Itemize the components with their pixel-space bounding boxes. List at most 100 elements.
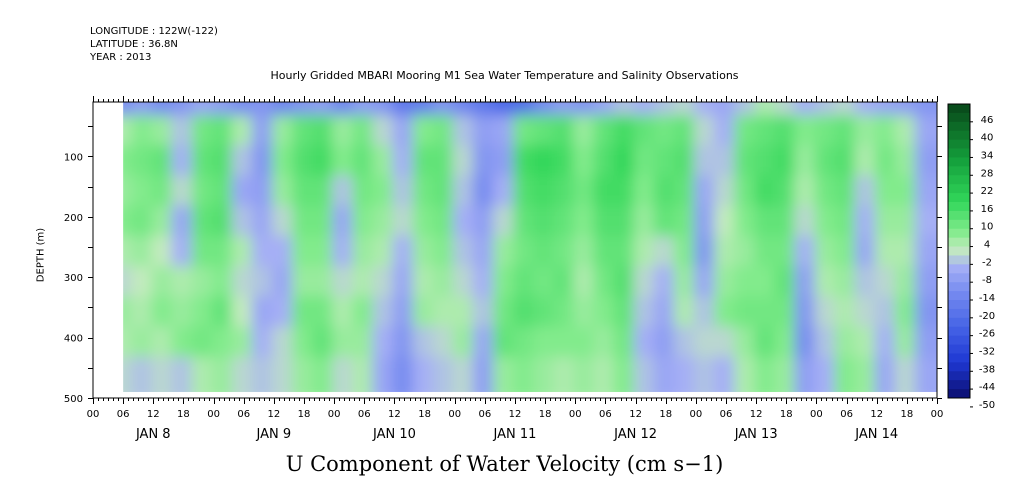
colorbar-bin [948,175,970,185]
colorbar-label: 22 [981,186,994,197]
colorbar-label: -2 [982,257,992,268]
colorbar-bin [948,121,970,132]
y-tick-label: 500 [64,394,83,405]
colorbar-bin [948,112,970,123]
colorbar-bin [948,210,970,221]
colorbar-bin [948,291,970,301]
colorbar-bin [948,273,970,283]
velocity-field-cells [123,102,937,392]
latitude-label: LATITUDE : 36.8N [90,39,178,50]
x-tick-label: 00 [931,409,944,420]
colorbar-label: 16 [981,204,994,215]
colorbar-bin [948,353,970,363]
colorbar-bin [948,335,970,345]
year-label: YEAR : 2013 [90,52,152,63]
x-tick-label: 06 [478,409,491,420]
colorbar-bin [948,317,970,328]
x-tick-label: 00 [448,409,461,420]
colorbar-label: -50 [979,400,995,411]
colorbar-bin [948,246,970,256]
colorbar-bin [948,130,970,141]
colorbar-bin [948,362,970,372]
x-day-label: JAN 8 [135,427,171,442]
colorbar-bin [948,148,970,158]
y-tick-label: 400 [64,334,83,345]
colorbar-bin [948,300,970,310]
chart-title: Hourly Gridded MBARI Mooring M1 Sea Wate… [270,69,739,82]
x-tick-label: 06 [117,409,130,420]
x-tick-label: 18 [539,409,552,420]
y-tick-label: 200 [64,213,83,224]
x-tick-label: 18 [659,409,672,420]
longitude-label: LONGITUDE : 122W(-122) [90,26,218,37]
colorbar-bin [948,326,970,337]
x-tick-label: 06 [599,409,612,420]
x-tick-label: 06 [720,409,733,420]
x-tick-label: 12 [388,409,401,420]
x-tick-label: 06 [840,409,853,420]
x-day-label: JAN 12 [613,427,657,442]
colorbar-bin [948,184,970,194]
x-day-label: JAN 10 [372,427,416,442]
x-day-label: JAN 11 [493,427,537,442]
colorbar-bin [948,264,970,274]
colorbar-bin [948,380,970,390]
colorbar-label: 34 [981,150,994,161]
colorbar-bin [948,139,970,149]
colorbar-bin [948,255,970,265]
x-tick-label: 00 [87,409,100,420]
colorbar-label: -38 [979,364,995,375]
colorbar-label: -32 [979,346,995,357]
x-day-label: JAN 13 [734,427,778,442]
x-tick-label: 18 [177,409,190,420]
colorbar-label: 40 [981,133,994,144]
colorbar: 46 40 34 28 22 16 10 4 -2 -8 -14 -20 -26 -32 -38 -44 -50 [947,103,995,411]
x-tick-label: 18 [780,409,793,420]
colorbar-label: -8 [982,275,992,286]
colorbar-label: -44 [979,382,995,393]
x-tick-label: 18 [900,409,913,420]
colorbar-bin [948,344,970,354]
x-tick-label: 12 [147,409,160,420]
x-tick-label: 12 [870,409,883,420]
colorbar-frame [947,103,971,399]
y-tick-label: 300 [64,273,83,284]
plot-axes: 00 06 12 18 00 06 12 18 00 06 12 18 00 06 12 18 00 06 12 18… [64,96,943,442]
colorbar-label: -14 [979,293,995,304]
field-cell [914,356,937,392]
x-tick-label: 18 [298,409,311,420]
x-tick-label: 12 [267,409,280,420]
colorbar-bin [948,371,970,381]
x-day-label: JAN 9 [256,427,292,442]
colorbar-bin [948,219,970,230]
x-tick-label: 12 [629,409,642,420]
x-tick-label: 00 [207,409,220,420]
colorbar-bin [948,202,970,212]
x-tick-label: 18 [418,409,431,420]
colorbar-bin [948,157,970,167]
x-tick-label: 00 [810,409,823,420]
colorbar-label: 4 [984,240,990,251]
x-tick-label: 00 [569,409,582,420]
colorbar-label: -26 [979,329,995,340]
x-tick-label: 00 [689,409,702,420]
x-tick-label: 06 [358,409,371,420]
colorbar-bin [948,389,970,399]
colorbar-bin [948,104,970,114]
colorbar-bin [948,282,970,292]
colorbar-bin [948,237,970,247]
x-day-label: JAN 14 [854,427,898,442]
colorbar-bin [948,166,970,176]
x-tick-label: 00 [328,409,341,420]
colorbar-label: 10 [981,222,994,233]
velocity-field [123,102,937,392]
x-tick-label: 12 [750,409,763,420]
x-tick-label: 06 [237,409,250,420]
y-tick-label: 100 [64,152,83,163]
colorbar-label: -20 [979,311,995,322]
x-axis-label: U Component of Water Velocity (cm s−1) [285,452,724,476]
colorbar-label: 28 [981,168,994,179]
colorbar-label: 46 [981,115,994,126]
colorbar-bin [948,193,970,203]
